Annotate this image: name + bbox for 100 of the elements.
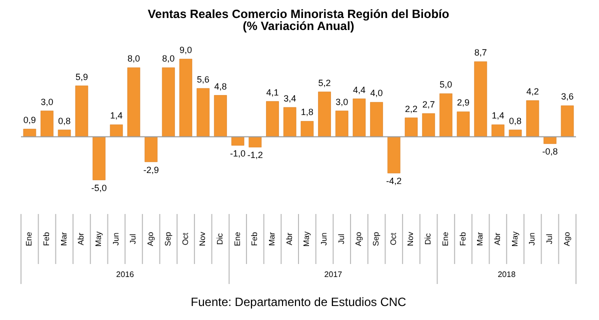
source-note: Fuente: Departamento de Estudios CNC — [190, 295, 407, 309]
data-label: 4,1 — [266, 87, 279, 98]
data-label: 2,7 — [422, 99, 435, 110]
x-tick-label: Sep — [372, 231, 381, 246]
bar — [283, 107, 296, 137]
x-tick-label: Ene — [24, 231, 34, 246]
x-tick-label: Ene — [440, 231, 450, 246]
data-label: 1,8 — [300, 107, 314, 118]
chart-title: Ventas Reales Comercio Minorista Región del Biobío — [148, 7, 450, 21]
bar — [456, 112, 470, 137]
data-label: 3,0 — [40, 96, 54, 107]
x-tick-label: Jun — [111, 232, 120, 246]
bar — [214, 95, 227, 137]
data-label: 4,2 — [526, 86, 539, 96]
data-label: 8,7 — [474, 48, 487, 58]
bar — [300, 121, 314, 137]
data-label: 4,4 — [352, 84, 366, 95]
bar — [370, 102, 383, 137]
bar — [266, 101, 279, 137]
data-label: 8,0 — [127, 54, 140, 64]
data-label: 3,6 — [561, 92, 574, 102]
text: 2016 — [116, 270, 135, 279]
bar — [92, 136, 106, 180]
bar — [560, 106, 574, 137]
text: 2017 — [324, 270, 343, 279]
bar — [404, 118, 418, 137]
bar — [231, 136, 244, 146]
x-tick-label: Jun — [320, 232, 329, 246]
bar — [127, 67, 140, 137]
data-label: 3,0 — [336, 96, 348, 107]
x-tick-label: Abr — [76, 232, 86, 246]
bar — [352, 98, 366, 137]
x-tick-label: Mar — [476, 232, 485, 246]
data-label: 2,9 — [457, 98, 470, 108]
data-label: 3,4 — [284, 93, 296, 104]
data-label: -0,8 — [542, 146, 558, 157]
data-label: -1,2 — [247, 150, 263, 160]
x-tick-label: May — [94, 231, 104, 247]
data-label: 8,0 — [162, 54, 175, 64]
bar — [544, 136, 556, 144]
x-tick-label: Ago — [354, 231, 364, 246]
bar — [508, 130, 522, 137]
x-tick-label: Abr — [492, 232, 502, 246]
x-tick-label: Jul — [544, 234, 554, 244]
bar — [387, 136, 400, 174]
data-label: 1,4 — [110, 110, 123, 121]
text: 2018 — [498, 270, 516, 279]
bar — [526, 100, 540, 137]
data-label: 4,8 — [214, 81, 227, 92]
data-label: 5,9 — [75, 72, 88, 82]
x-tick-label: Ene — [232, 231, 242, 246]
x-tick-label: Sep — [163, 231, 172, 246]
x-tick-label: Abr — [284, 232, 294, 246]
data-label: 5,2 — [318, 78, 331, 88]
bar — [248, 136, 262, 148]
data-label: -1,0 — [230, 148, 246, 158]
bar — [58, 130, 71, 137]
bar — [440, 93, 452, 137]
x-tick-label: Oct — [388, 232, 398, 246]
x-tick-label: Feb — [458, 232, 468, 246]
data-label: -2,9 — [143, 164, 159, 175]
data-label: 1,4 — [492, 110, 504, 121]
x-tick-label: Nov — [198, 232, 208, 246]
data-label: 0,9 — [23, 115, 36, 126]
bar — [162, 67, 175, 137]
x-tick-label: Ago — [562, 231, 572, 246]
x-tick-label: Oct — [180, 232, 190, 246]
x-tick-label: Jul — [336, 234, 346, 244]
bar — [422, 113, 435, 137]
data-label: 4,0 — [370, 88, 383, 98]
data-label: 2,2 — [404, 104, 418, 114]
bar — [110, 124, 123, 137]
x-tick-label: Mar — [59, 232, 68, 246]
bar — [144, 136, 158, 162]
x-tick-label: Feb — [250, 232, 260, 246]
data-label: 9,0 — [180, 45, 192, 55]
data-label: 5,6 — [196, 74, 210, 84]
bar — [23, 128, 36, 137]
x-tick-label: Ago — [146, 231, 156, 246]
data-label: 0,8 — [509, 116, 522, 126]
bar — [196, 88, 210, 137]
x-tick-label: May — [302, 231, 312, 247]
bar — [492, 124, 504, 137]
x-tick-label: Mar — [267, 232, 276, 246]
data-label: -4,2 — [386, 176, 402, 186]
bar — [40, 110, 54, 137]
bar — [179, 58, 192, 137]
x-tick-label: Nov — [406, 232, 416, 246]
x-tick-label: Feb — [42, 232, 52, 246]
data-label: 5,0 — [440, 80, 452, 90]
data-label: 0,8 — [58, 116, 71, 126]
x-tick-label: Dic — [215, 233, 224, 245]
data-label: -5,0 — [91, 183, 107, 193]
bar — [474, 61, 488, 137]
bar — [335, 110, 348, 137]
bar — [75, 86, 88, 137]
x-tick-label: Dic — [424, 233, 433, 245]
x-tick-label: Jun — [528, 232, 537, 246]
x-tick-label: May — [510, 231, 520, 247]
bar — [318, 92, 331, 137]
